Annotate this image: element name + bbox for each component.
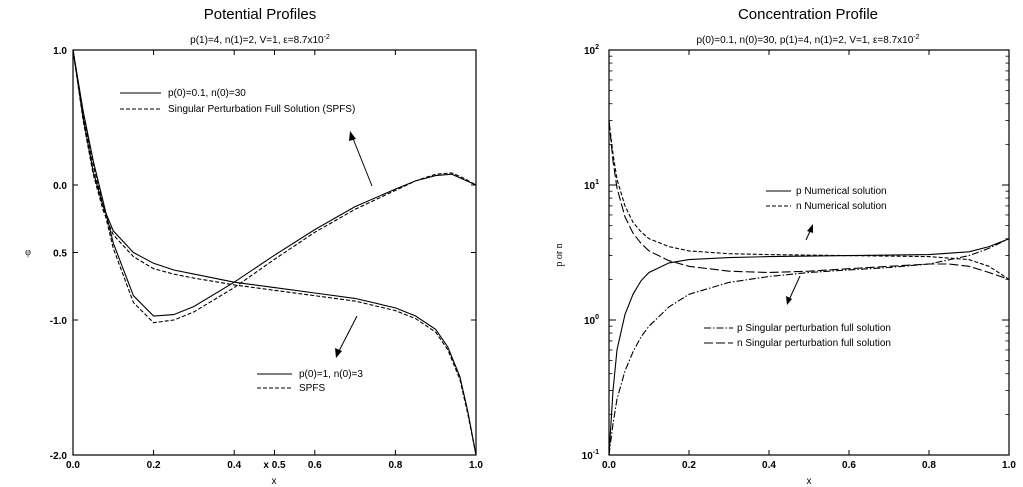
left-y-tick-label: 0.0 [53, 181, 67, 192]
legend-label-series-2: Singular Perturbation Full Solution (SPF… [168, 104, 355, 115]
right-subtitle-main: p(0)=0.1, n(0)=30, p(1)=4, n(1)=2, V=1, … [696, 35, 913, 46]
right-legend-top: p Numerical solution n Numerical solutio… [766, 186, 887, 212]
right-y-tick-label: 101 [584, 179, 599, 192]
left-y-tick-label: 0.5 [53, 249, 67, 260]
right-x-tick-label: 1.0 [1002, 460, 1016, 471]
right-series-line-3 [608, 238, 1010, 456]
right-y-tick-exponent: 0 [595, 314, 599, 321]
right-y-tick-exponent: 1 [595, 179, 599, 186]
right-axis-ticks [608, 49, 1010, 456]
left-tick-labels: 0.0 0.2 0.4 x 0.5 0.6 0.8 1.0 1.0 0.0 0.5 -1.0 -2.0 [50, 46, 484, 471]
left-x-tick-label: 0.6 [308, 460, 322, 471]
left-x-tick-label: 0.4 [227, 460, 241, 471]
left-legend-bottom: p(0)=1, n(0)=3 SPFS [257, 369, 363, 394]
left-chart-subtitle: p(1)=4, n(1)=2, V=1, ε=8.7x10-2 [190, 34, 330, 46]
right-y-tick-label: 102 [584, 44, 599, 57]
left-annotation-arrow-down [335, 315, 358, 358]
right-series-line-1 [608, 238, 1010, 456]
right-y-tick-base: 10 [584, 181, 596, 192]
right-y-tick-base: 10 [584, 316, 596, 327]
potential-profiles-panel: Potential Profiles p(1)=4, n(1)=2, V=1, … [25, 6, 483, 487]
right-x-tick-label: 0.2 [682, 460, 696, 471]
left-series-line-3 [72, 49, 477, 317]
left-x-tick-label: 1.0 [469, 460, 483, 471]
right-subtitle-exponent: -2 [913, 34, 919, 41]
left-y-tick-label: 1.0 [53, 46, 67, 57]
right-chart-subtitle: p(0)=0.1, n(0)=30, p(1)=4, n(1)=2, V=1, … [696, 34, 919, 46]
left-subtitle-exponent: -2 [324, 34, 330, 41]
left-series-line-4 [72, 49, 477, 324]
right-legend-bottom: p Singular perturbation full solution n … [704, 323, 891, 349]
legend-label-series-3: p Singular perturbation full solution [737, 323, 891, 334]
right-y-axis-label: p or n [554, 243, 565, 266]
left-curves [72, 49, 477, 456]
left-chart-title: Potential Profiles [204, 6, 317, 23]
right-plot-frame [608, 49, 1010, 456]
concentration-profile-panel: Concentration Profile p(0)=0.1, n(0)=30,… [554, 6, 1016, 487]
right-chart-title: Concentration Profile [738, 6, 878, 23]
legend-label-series-3: p(0)=1, n(0)=3 [299, 369, 363, 380]
right-x-tick-label: 0.4 [762, 460, 776, 471]
left-y-tick-label: -2.0 [50, 451, 68, 462]
right-annotation-arrow-up [805, 224, 813, 241]
right-y-tick-label: 10-1 [582, 449, 599, 462]
right-y-tick-label: 100 [584, 314, 599, 327]
legend-label-series-2: n Numerical solution [796, 201, 887, 212]
right-x-tick-label: 0.8 [922, 460, 936, 471]
left-subtitle-main: p(1)=4, n(1)=2, V=1, ε=8.7x10 [190, 35, 324, 46]
right-curves [608, 120, 1010, 456]
left-x-axis-label: x [272, 476, 277, 487]
left-x-tick-label: 0.0 [66, 460, 80, 471]
left-y-tick-label: -1.0 [50, 316, 68, 327]
legend-label-series-4: n Singular perturbation full solution [737, 338, 891, 349]
legend-label-series-1: p Numerical solution [796, 186, 887, 197]
right-y-tick-base: 10 [582, 451, 594, 462]
right-annotation-arrow-down [786, 275, 801, 305]
left-x-tick-label: 0.8 [388, 460, 402, 471]
left-x-tick-label: 0.2 [147, 460, 161, 471]
right-series-line-2 [608, 120, 1010, 280]
right-y-tick-exponent: -1 [593, 449, 599, 456]
left-annotation-arrow-up [349, 131, 373, 187]
left-y-axis-label: φ [25, 247, 31, 258]
left-x-tick-label: x 0.5 [263, 460, 286, 471]
legend-label-series-1: p(0)=0.1, n(0)=30 [168, 88, 246, 99]
right-x-axis-label: x [807, 476, 812, 487]
right-x-tick-label: 0.0 [602, 460, 616, 471]
legend-label-series-4: SPFS [299, 383, 325, 394]
right-y-tick-base: 10 [584, 46, 596, 57]
right-y-tick-exponent: 2 [595, 44, 599, 51]
left-legend-top: p(0)=0.1, n(0)=30 Singular Perturbation … [120, 88, 355, 115]
left-series-line-2 [72, 49, 477, 456]
right-x-tick-label: 0.6 [842, 460, 856, 471]
right-series-line-4 [608, 120, 1010, 280]
